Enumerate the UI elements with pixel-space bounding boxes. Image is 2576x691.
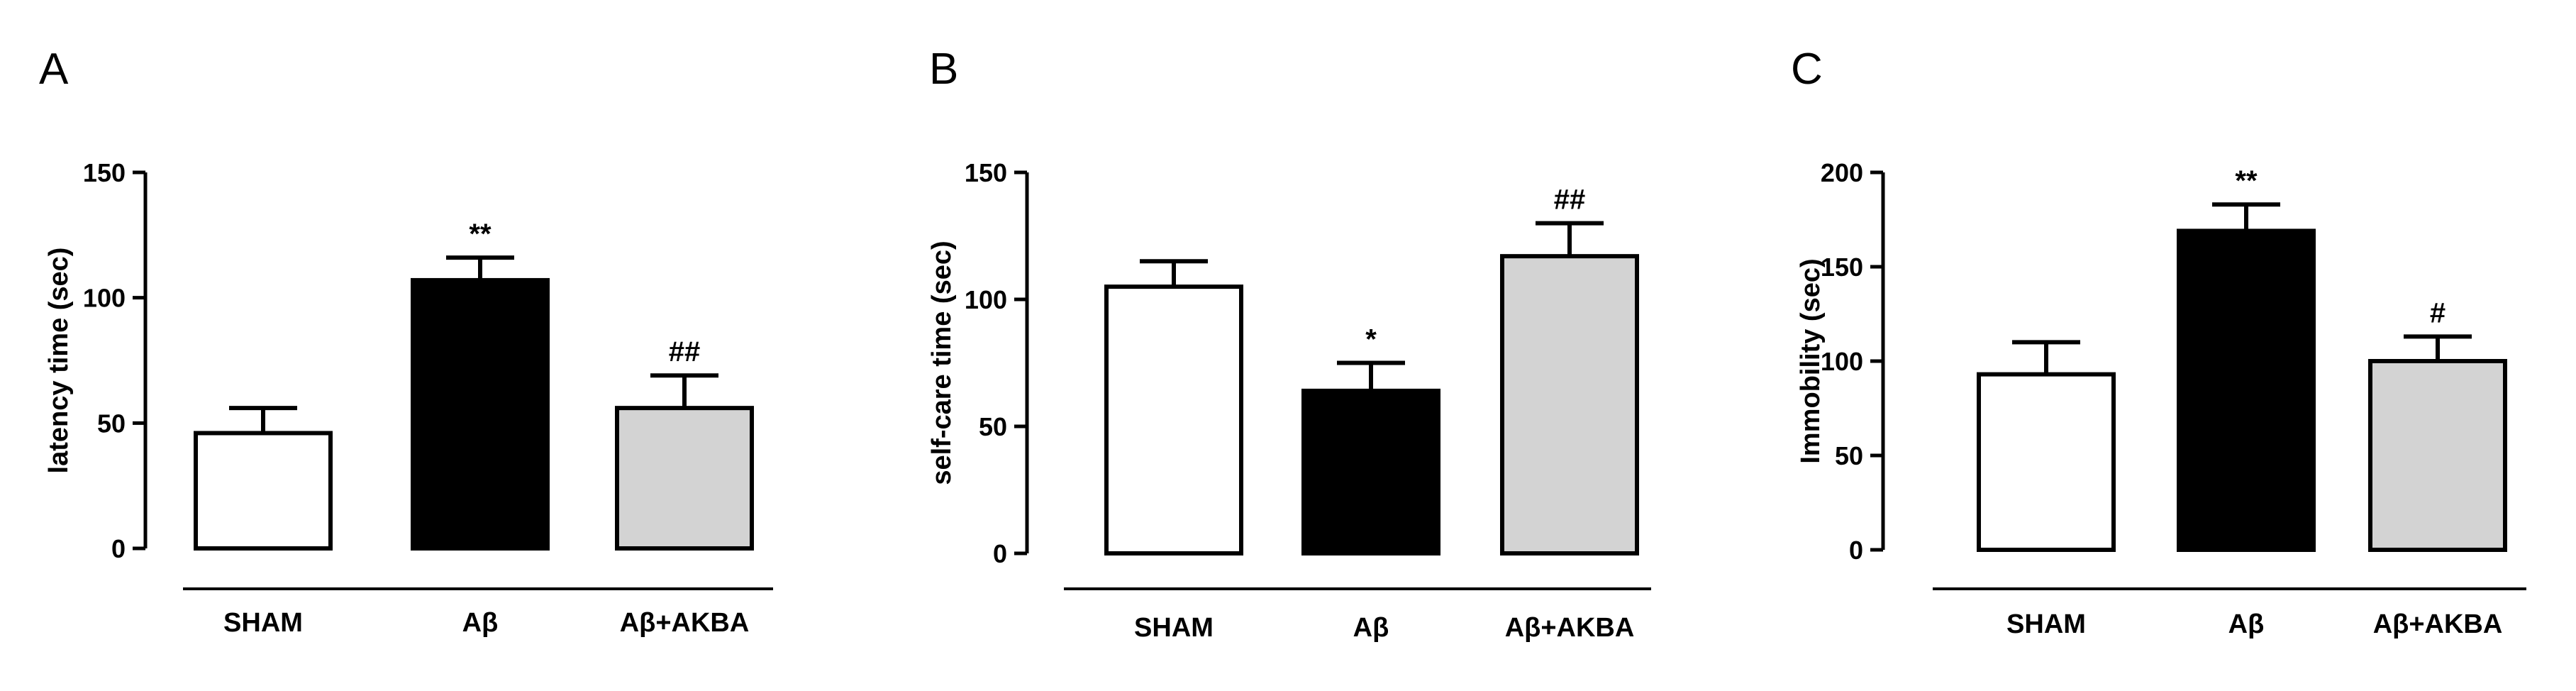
panel-a-letter: A [39,45,69,94]
panel-c-error-bar-2 [2404,334,2472,361]
panel-a-category-label-0: SHAM [223,608,303,638]
panel-b-y-axis-title: self-care time (sec) [927,241,957,485]
panel-c-ytick-label-1: 50 [1835,441,1863,470]
panel-c-letter: C [1791,45,1823,94]
panel-b-ytick-label-0: 0 [993,539,1007,568]
panel-a-bar-1 [411,277,550,551]
panel-a-category-label-1: Aβ [462,608,499,638]
panel-b-bar-0 [1104,284,1243,555]
panel-b-letter: B [929,45,958,94]
panel-b: B 0 50 100 150 self-care time (sec) SHAM * Aβ ## A… [927,45,1651,643]
panel-b-error-bar-2 [1536,221,1604,257]
panel-c-bar-2 [2368,359,2507,552]
panel-c: C 0 50 100 150 200 Immobility (sec) SHAM ** Aβ # Aβ… [1791,45,2526,639]
panel-a-ytick-label-1: 50 [97,409,126,438]
panel-b-bar-1 [1301,388,1440,555]
panel-c-ytick-label-4: 200 [1821,158,1863,187]
panel-c-category-label-1: Aβ [2228,609,2265,639]
panel-a: A 0 50 100 150 latency time (sec) SHAM ** Aβ ## Aβ… [39,45,773,638]
panel-c-error-bar-0 [2012,340,2080,375]
panel-a-y-axis-title: latency time (sec) [44,248,74,474]
panel-b-significance-2: ## [1554,184,1586,216]
panel-b-error-bar-0 [1140,259,1208,287]
panel-c-significance-2: # [2430,297,2445,328]
panel-b-category-label-2: Aβ+AKBA [1505,613,1635,643]
panel-a-bar-0 [194,431,333,551]
panel-c-ytick-label-2: 100 [1821,347,1863,376]
panel-a-error-bar-1 [446,255,514,280]
panel-b-bar-2 [1500,254,1639,555]
panel-c-category-label-0: SHAM [2006,609,2086,639]
panel-a-ytick-label-2: 100 [83,284,126,313]
panel-a-ytick-label-0: 0 [111,534,126,563]
panel-b-error-bar-1 [1337,360,1405,391]
panel-a-bar-2 [615,406,754,551]
panel-b-ytick-label-2: 100 [965,285,1007,314]
panel-c-significance-1: ** [2235,165,2258,197]
panel-c-error-bar-1 [2212,202,2280,231]
panel-a-significance-1: ** [469,219,492,250]
panel-b-ytick-label-1: 50 [979,412,1007,441]
panel-c-category-label-2: Aβ+AKBA [2373,609,2503,639]
panel-a-error-bar-0 [229,406,297,433]
panel-a-error-bar-2 [650,373,718,409]
panel-a-category-label-2: Aβ+AKBA [620,608,750,638]
panel-c-ytick-label-3: 150 [1821,253,1863,282]
panel-b-category-label-1: Aβ [1353,613,1389,643]
panel-c-bar-0 [1977,372,2116,552]
panel-b-ytick-label-3: 150 [965,158,1007,187]
panel-a-ytick-label-3: 150 [83,158,126,187]
panel-c-ytick-label-0: 0 [1849,536,1863,565]
panel-c-y-axis-title: Immobility (sec) [1796,258,1826,463]
panel-b-category-label-0: SHAM [1134,613,1214,643]
panel-b-significance-1: * [1365,324,1377,355]
panel-c-bar-1 [2177,228,2316,552]
panel-a-significance-2: ## [669,336,701,367]
